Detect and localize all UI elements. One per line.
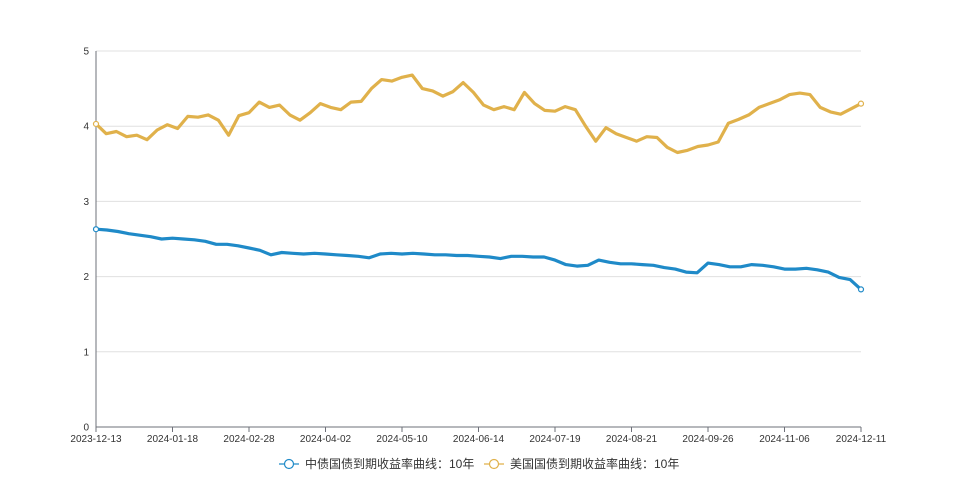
- series-0-start-point: [92, 226, 100, 233]
- series-line-0: [94, 227, 863, 291]
- series-line-1: [94, 73, 863, 155]
- axes: [95, 51, 862, 432]
- x-tick-label: 2024-07-19: [529, 434, 581, 445]
- x-tick-label: 2024-11-06: [759, 434, 810, 445]
- x-tick-label: 2024-04-02: [300, 434, 352, 445]
- gridlines: [96, 50, 861, 353]
- x-tick-label: 2023-12-13: [70, 434, 122, 445]
- y-tick-label: 0: [83, 423, 89, 434]
- legend-label-cn-10y: 中债国债到期收益率曲线：10年: [305, 456, 474, 471]
- legend[interactable]: 中债国债到期收益率曲线：10年 美国国债到期收益率曲线：10年: [279, 456, 679, 471]
- x-tick-label: 2024-01-18: [147, 434, 199, 445]
- legend-item-us-10y[interactable]: 美国国债到期收益率曲线：10年: [484, 456, 679, 471]
- x-tick-label: 2024-02-28: [223, 434, 275, 445]
- series-1-start-point: [92, 120, 100, 128]
- series-0-end-point: [857, 286, 865, 293]
- legend-label-us-10y: 美国国债到期收益率曲线：10年: [510, 456, 679, 471]
- x-axis-tick-labels: 2023-12-13 2024-01-18 2024-02-28 2024-04-02…: [70, 434, 886, 445]
- y-axis-tick-labels: 0 1 2 3 4 5: [83, 47, 89, 434]
- y-tick-label: 4: [83, 122, 89, 133]
- series-1-end-point: [857, 100, 865, 107]
- x-tick-label: 2024-05-10: [376, 434, 428, 445]
- y-tick-label: 3: [83, 197, 89, 208]
- y-tick-label: 2: [83, 272, 89, 283]
- x-tick-label: 2024-06-14: [453, 434, 505, 445]
- x-tick-label: 2024-12-11: [836, 434, 887, 445]
- x-tick-label: 2024-09-26: [682, 434, 734, 445]
- legend-item-cn-10y[interactable]: 中债国债到期收益率曲线：10年: [279, 456, 474, 471]
- y-tick-label: 1: [83, 347, 89, 358]
- series-lines: [92, 73, 865, 293]
- x-tick-label: 2024-08-21: [606, 434, 658, 445]
- y-tick-label: 5: [83, 47, 89, 58]
